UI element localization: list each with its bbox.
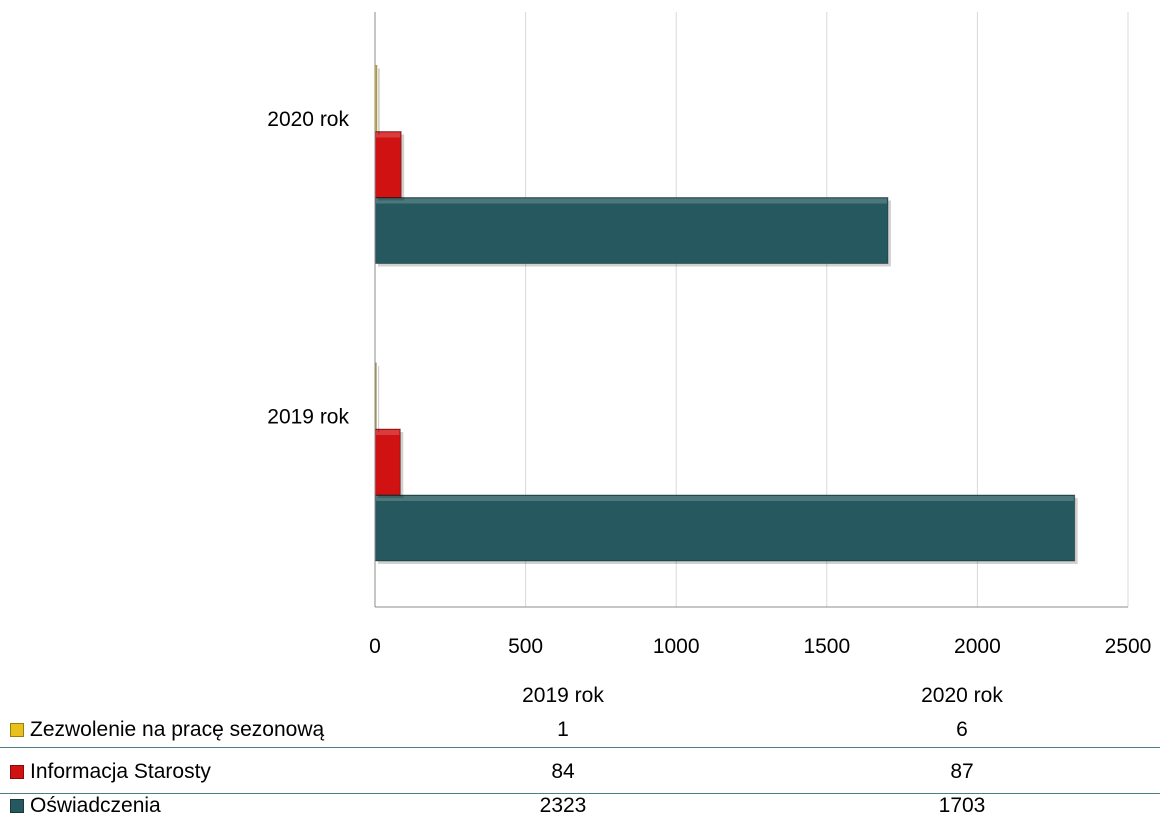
table-header: 2019 rok 2020 rok [0, 680, 1160, 714]
row-label: Informacja Starosty [30, 760, 211, 783]
bar-chart: 0 500 1000 1500 2000 2500 2019 rok 2020 rok [267, 12, 1151, 658]
bar-highlight [376, 198, 887, 204]
bar-highlight [376, 132, 401, 138]
table-cell: 2323 [539, 794, 587, 817]
axes [374, 12, 1128, 608]
column-header-2020: 2020 rok [921, 684, 1003, 707]
bar-oswiadczenia-2019-rok [374, 494, 1076, 562]
table-row: Oświadczenia 2323 1703 [0, 790, 1160, 824]
bar-informacja-2020-rok [374, 131, 402, 198]
axis-labels: 0 500 1000 1500 2000 2500 2019 rok 2020 rok [267, 108, 1151, 658]
bar-shadow [378, 68, 380, 135]
bar-highlight [376, 430, 400, 435]
category-label: 2019 rok [267, 405, 349, 428]
row-divider [0, 747, 1160, 748]
x-tick-label: 500 [508, 635, 543, 658]
x-tick-label: 2500 [1105, 635, 1152, 658]
table-cell: 6 [956, 718, 968, 741]
x-tick-label: 1000 [653, 635, 700, 658]
table-row: Informacja Starosty 84 87 [0, 756, 1160, 790]
x-tick-label: 0 [369, 635, 381, 658]
x-tick-label: 1500 [803, 635, 850, 658]
table-cell: 87 [950, 760, 974, 783]
bar-informacja-2019-rok [374, 428, 401, 496]
table-row: Zezwolenie na pracę sezonową 1 6 [0, 714, 1160, 748]
bar-highlight [376, 496, 1074, 501]
category-label: 2020 rok [267, 108, 349, 131]
bars [374, 65, 1078, 564]
row-label: Oświadczenia [30, 794, 161, 817]
column-header-2019: 2019 rok [522, 684, 604, 707]
table-cell: 84 [551, 760, 575, 783]
table-cell: 1703 [938, 794, 986, 817]
bar-oswiadczenia-2020-rok [374, 197, 889, 264]
row-label: Zezwolenie na pracę sezonową [30, 718, 325, 741]
row-divider [0, 793, 1160, 794]
table-cell: 1 [557, 718, 569, 741]
legend-swatch-informacja [10, 765, 24, 779]
legend-swatch-zezwolenie [10, 723, 24, 737]
legend-swatch-oswiadczenia [10, 799, 24, 813]
x-tick-label: 2000 [954, 635, 1001, 658]
bar-shadow [378, 366, 380, 432]
